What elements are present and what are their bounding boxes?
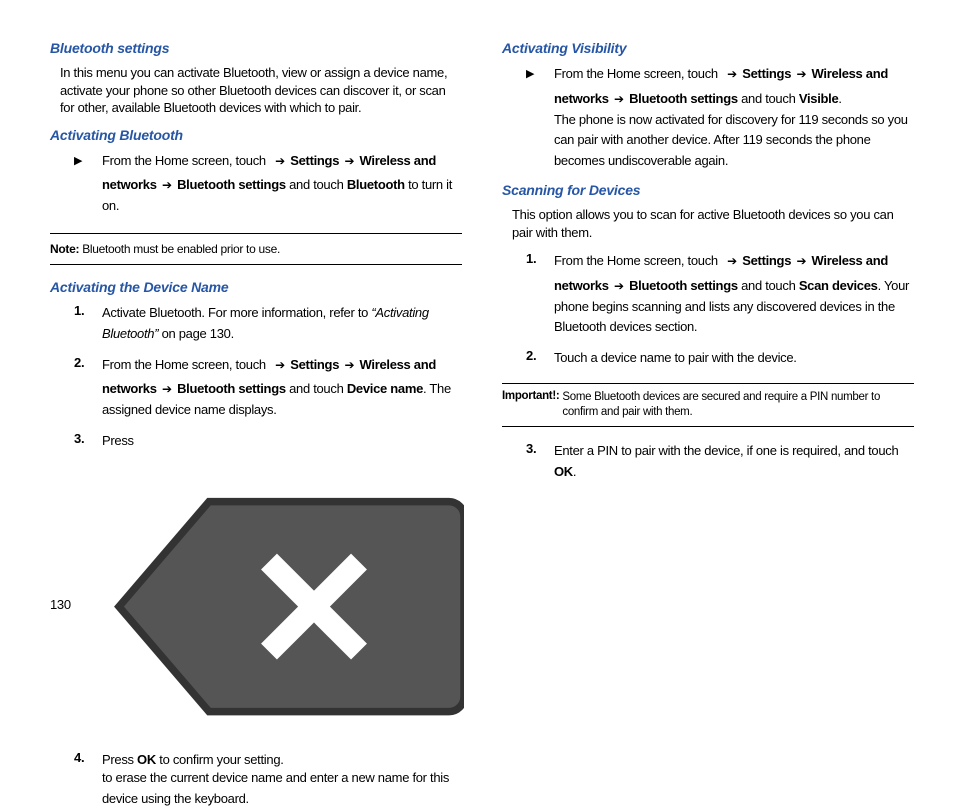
step-text: Enter a PIN to pair with the device, if … <box>554 441 914 483</box>
arrow-icon: ➔ <box>725 254 739 268</box>
heading-scanning-devices: Scanning for Devices <box>502 182 914 198</box>
arrow-icon: ➔ <box>612 92 626 106</box>
page-number: 130 <box>50 597 71 612</box>
note-label: Note: <box>50 242 79 256</box>
scan-step-3: 3. Enter a PIN to pair with the device, … <box>502 441 914 483</box>
note-text: Bluetooth must be enabled prior to use. <box>79 242 280 256</box>
arrow-icon: ➔ <box>612 279 626 293</box>
step-2: 2. From the Home screen, touch ➔ Setting… <box>50 355 462 421</box>
step-activate-bt: ▶ From the Home screen, touch ➔ Settings… <box>50 151 462 217</box>
scan-step-2: 2. Touch a device name to pair with the … <box>502 348 914 369</box>
left-column: Bluetooth settings In this menu you can … <box>50 40 462 616</box>
arrow-icon: ➔ <box>273 154 287 168</box>
step-number: 2. <box>74 355 102 421</box>
important-text: Some Bluetooth devices are secured and r… <box>562 390 914 420</box>
scan-intro: This option allows you to scan for activ… <box>502 206 914 241</box>
step-visibility: ▶ From the Home screen, touch ➔ Settings… <box>502 64 914 172</box>
heading-activating-bluetooth: Activating Bluetooth <box>50 127 462 143</box>
important-box: Important!: Some Bluetooth devices are s… <box>502 383 914 427</box>
step-text: From the Home screen, touch ➔ Settings ➔… <box>554 64 914 172</box>
arrow-icon: ➔ <box>273 358 287 372</box>
step-number: 1. <box>526 251 554 338</box>
arrow-icon: ➔ <box>160 382 174 396</box>
step-number: 3. <box>526 441 554 483</box>
arrow-icon: ➔ <box>342 154 356 168</box>
step-number: 3. <box>74 431 102 740</box>
arrow-icon: ➔ <box>794 67 808 81</box>
step-number: 1. <box>74 303 102 345</box>
right-column: Activating Visibility ▶ From the Home sc… <box>502 40 914 616</box>
arrow-icon: ➔ <box>160 178 174 192</box>
step-text: Touch a device name to pair with the dev… <box>554 348 914 369</box>
heading-activating-device-name: Activating the Device Name <box>50 279 462 295</box>
step-text: Press to erase the current device name a… <box>102 431 462 740</box>
step-number: 2. <box>526 348 554 369</box>
note-box: Note: Bluetooth must be enabled prior to… <box>50 233 462 265</box>
step-text: From the Home screen, touch ➔ Settings ➔… <box>102 355 462 421</box>
arrow-icon: ➔ <box>342 358 356 372</box>
heading-bluetooth-settings: Bluetooth settings <box>50 40 462 56</box>
heading-activating-visibility: Activating Visibility <box>502 40 914 56</box>
manual-page: Bluetooth settings In this menu you can … <box>0 0 954 636</box>
arrow-icon: ➔ <box>794 254 808 268</box>
important-label: Important!: <box>502 390 562 420</box>
bullet-arrow-icon: ▶ <box>526 64 554 172</box>
step-text: Activate Bluetooth. For more information… <box>102 303 462 345</box>
step-text: From the Home screen, touch ➔ Settings ➔… <box>554 251 914 338</box>
arrow-icon: ➔ <box>725 67 739 81</box>
step-text: From the Home screen, touch ➔ Settings ➔… <box>102 151 462 217</box>
scan-step-1: 1. From the Home screen, touch ➔ Setting… <box>502 251 914 338</box>
step-1: 1. Activate Bluetooth. For more informat… <box>50 303 462 345</box>
step-3: 3. Press to erase the current device nam… <box>50 431 462 740</box>
bullet-arrow-icon: ▶ <box>74 151 102 217</box>
step-number: 4. <box>74 750 102 771</box>
intro-paragraph: In this menu you can activate Bluetooth,… <box>50 64 462 117</box>
backspace-icon <box>104 749 464 764</box>
